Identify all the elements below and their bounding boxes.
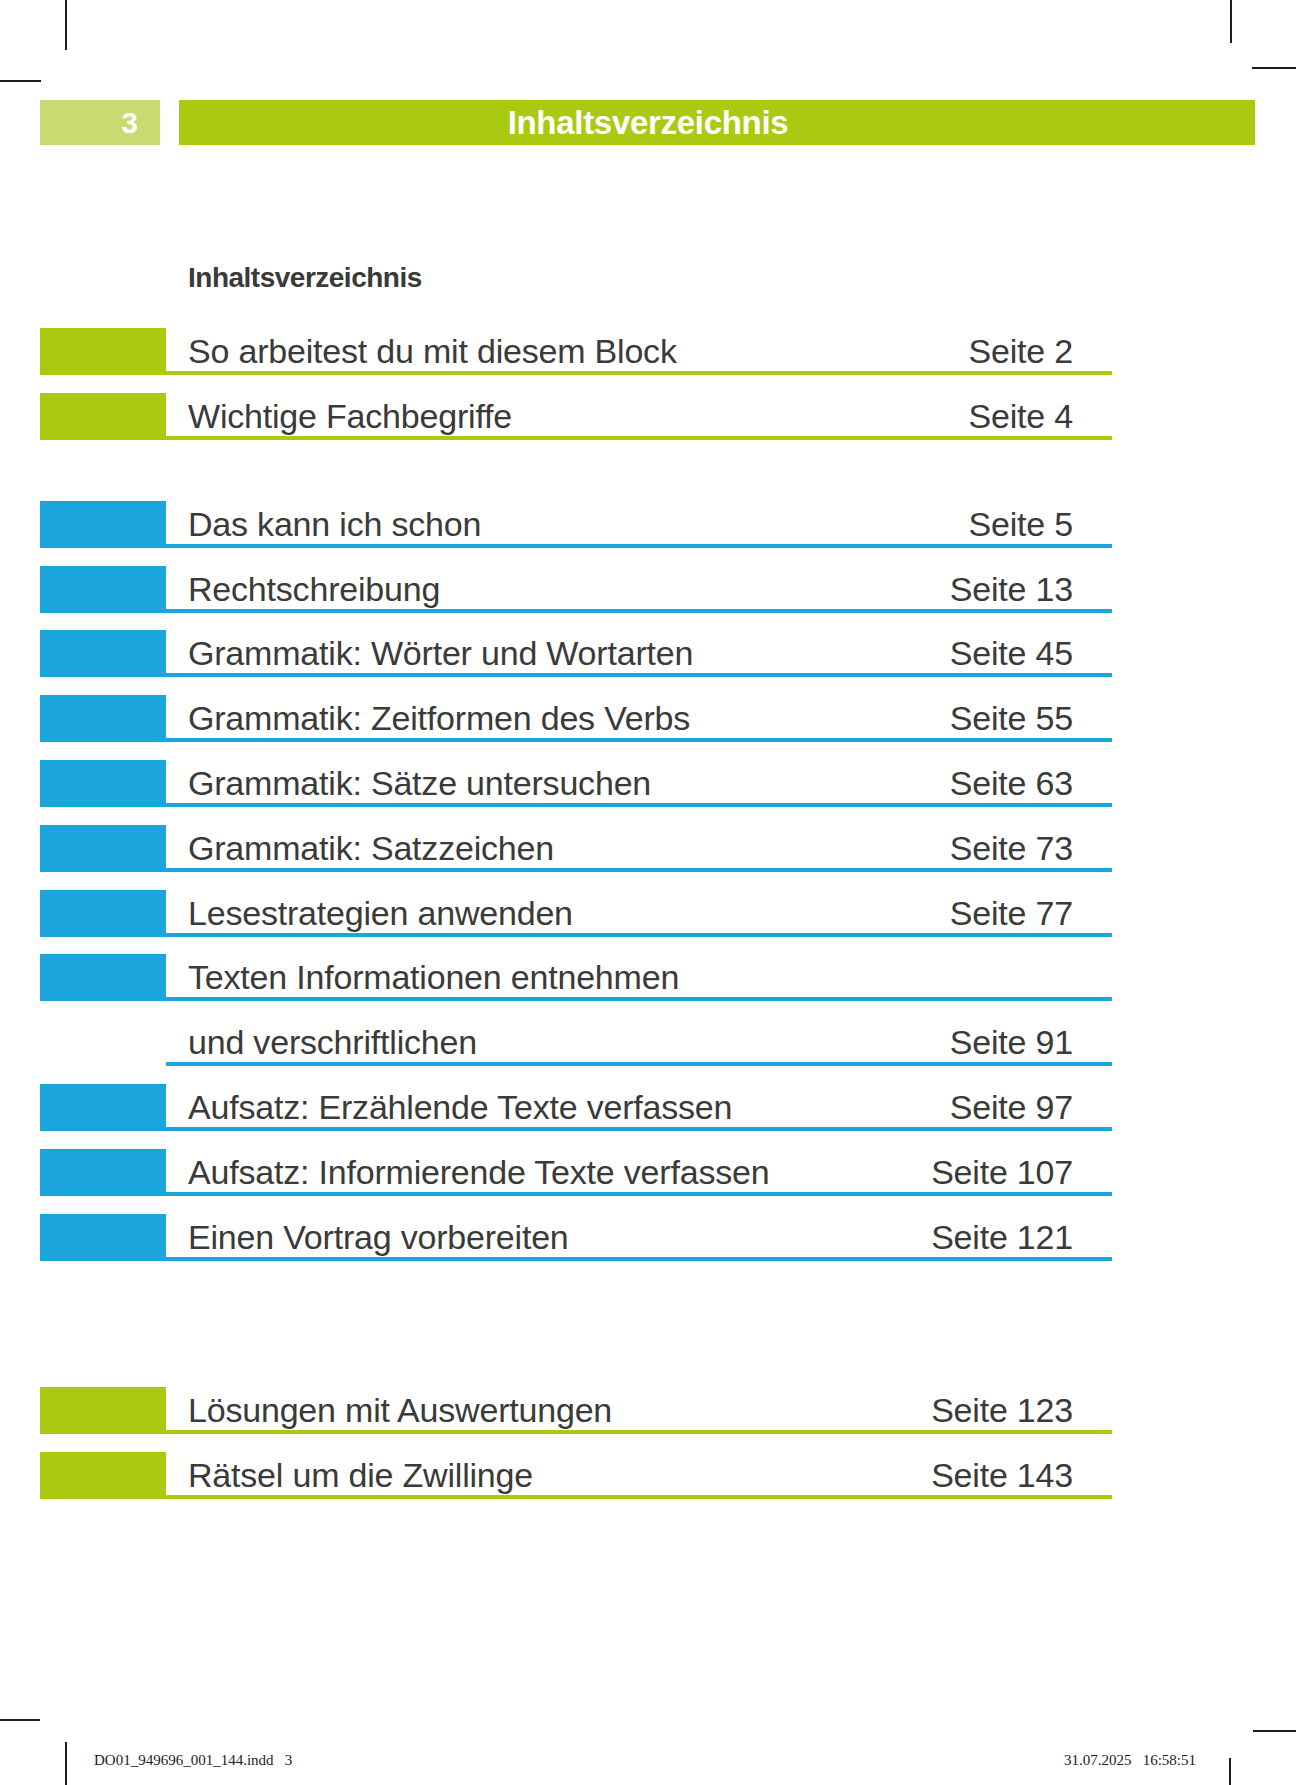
toc-entry: Grammatik: Zeitformen des Verbs Seite 55 [0, 695, 1296, 742]
toc-entry-page: Seite 143 [800, 1452, 1073, 1495]
toc-entry-page: Seite 121 [800, 1214, 1073, 1257]
toc-entry-page: Seite 55 [800, 695, 1073, 738]
toc-entry-rule [40, 544, 1112, 548]
toc-entry-title: Aufsatz: Informierende Texte verfassen [188, 1149, 769, 1192]
toc-entry: Rätsel um die Zwillinge Seite 143 [0, 1452, 1296, 1499]
toc-entry-rule [166, 1062, 1112, 1066]
footer-filename: DO01_949696_001_144.indd 3 [94, 1752, 292, 1769]
toc-entry-color-block [40, 1084, 166, 1127]
toc-entry-rule [40, 803, 1112, 807]
toc-entry-page: Seite 4 [800, 393, 1073, 436]
toc-entry-page: Seite 13 [800, 566, 1073, 609]
toc-entry-page: Seite 77 [800, 890, 1073, 933]
toc-entry-color-block [40, 328, 166, 371]
toc-entry-color-block [40, 760, 166, 803]
toc-entry-title: Aufsatz: Erzählende Texte verfassen [188, 1084, 732, 1127]
toc-entry-rule [40, 738, 1112, 742]
toc-entry-page: Seite 123 [800, 1387, 1073, 1430]
toc-entry-page: Seite 97 [800, 1084, 1073, 1127]
crop-mark-bottom-left-vertical [65, 1742, 67, 1785]
crop-mark-top-left-vertical [65, 0, 67, 50]
toc-entry-title: Rätsel um die Zwillinge [188, 1452, 533, 1495]
toc-entry-rule [40, 609, 1112, 613]
toc-entry-rule [40, 933, 1112, 937]
toc-entry-color-block [40, 695, 166, 738]
toc-entry-title: Grammatik: Sätze untersuchen [188, 760, 651, 803]
toc-entry-title: Wichtige Fachbegriffe [188, 393, 512, 436]
toc-entry-title: Lesestrategien anwenden [188, 890, 573, 933]
toc-entry-rule [40, 868, 1112, 872]
toc-entry-title: und verschriftlichen [188, 1019, 477, 1062]
toc-entry-rule [40, 673, 1112, 677]
toc-entry: und verschriftlichen Seite 91 [0, 1019, 1296, 1066]
toc-entry-title: So arbeitest du mit diesem Block [188, 328, 677, 371]
toc-entry-page: Seite 45 [800, 630, 1073, 673]
toc-entry-title: Texten Informationen entnehmen [188, 954, 679, 997]
toc-entry-color-block [40, 1387, 166, 1430]
toc-entry-color-block [40, 1214, 166, 1257]
document-page: 3 Inhaltsverzeichnis Inhaltsverzeichnis … [0, 0, 1296, 1785]
crop-mark-top-left-horizontal [0, 80, 41, 82]
toc-entry-rule [40, 436, 1112, 440]
toc-entry-color-block [40, 1452, 166, 1495]
toc-entry: Texten Informationen entnehmen [0, 954, 1296, 1001]
toc-entry-rule [40, 1430, 1112, 1434]
toc-entry-title: Grammatik: Zeitformen des Verbs [188, 695, 690, 738]
toc-entry: Grammatik: Satzzeichen Seite 73 [0, 825, 1296, 872]
toc-entry-rule [40, 997, 1112, 1001]
toc-entry: Aufsatz: Erzählende Texte verfassen Seite… [0, 1084, 1296, 1131]
toc-entry: Grammatik: Wörter und Wortarten Seite 45 [0, 630, 1296, 677]
footer-timestamp: 31.07.2025 16:58:51 [1064, 1752, 1196, 1769]
toc-entry-title: Grammatik: Wörter und Wortarten [188, 630, 693, 673]
toc-entry: So arbeitest du mit diesem Block Seite 2 [0, 328, 1296, 375]
toc-entry-rule [40, 1257, 1112, 1261]
toc-entry-page: Seite 5 [800, 501, 1073, 544]
toc-entry-color-block [40, 630, 166, 673]
toc-entry-color-block [40, 566, 166, 609]
toc-entry: Lesestrategien anwenden Seite 77 [0, 890, 1296, 937]
toc-entry: Grammatik: Sätze untersuchen Seite 63 [0, 760, 1296, 807]
toc-entry-page: Seite 2 [800, 328, 1073, 371]
toc-entry-title: Lösungen mit Auswertungen [188, 1387, 612, 1430]
toc-entry-title: Rechtschreibung [188, 566, 440, 609]
toc-entry-rule [40, 1495, 1112, 1499]
toc-entry-rule [40, 1127, 1112, 1131]
page-title: Inhaltsverzeichnis [188, 262, 422, 294]
crop-mark-bottom-right-vertical [1229, 1758, 1231, 1785]
toc-entry-title: Grammatik: Satzzeichen [188, 825, 554, 868]
toc-entry: Das kann ich schon Seite 5 [0, 501, 1296, 548]
toc-entry-rule [40, 371, 1112, 375]
toc-entry-color-block [40, 825, 166, 868]
toc-entry-color-block [40, 890, 166, 933]
toc-entry-color-block [40, 1149, 166, 1192]
crop-mark-bottom-left-horizontal [0, 1719, 40, 1721]
toc-entry-title: Das kann ich schon [188, 501, 481, 544]
toc-entry-rule [40, 1192, 1112, 1196]
toc-entry: Rechtschreibung Seite 13 [0, 566, 1296, 613]
toc-entry-page: Seite 91 [800, 1019, 1073, 1062]
crop-mark-top-right-horizontal [1252, 67, 1296, 69]
toc-entry: Einen Vortrag vorbereiten Seite 121 [0, 1214, 1296, 1261]
toc-entry: Wichtige Fachbegriffe Seite 4 [0, 393, 1296, 440]
toc-entry: Aufsatz: Informierende Texte verfassen Se… [0, 1149, 1296, 1196]
toc-entry-color-block [40, 954, 166, 997]
toc-entry-page: Seite 107 [800, 1149, 1073, 1192]
crop-mark-bottom-right-horizontal [1253, 1730, 1296, 1732]
toc-entry-page: Seite 63 [800, 760, 1073, 803]
toc-entry-page: Seite 73 [800, 825, 1073, 868]
header-bar-title: Inhaltsverzeichnis [0, 100, 1296, 145]
crop-mark-top-right-vertical [1230, 0, 1232, 43]
toc-entry: Lösungen mit Auswertungen Seite 123 [0, 1387, 1296, 1434]
toc-entry-color-block [40, 501, 166, 544]
toc-entry-title: Einen Vortrag vorbereiten [188, 1214, 569, 1257]
toc-entry-color-block [40, 393, 166, 436]
